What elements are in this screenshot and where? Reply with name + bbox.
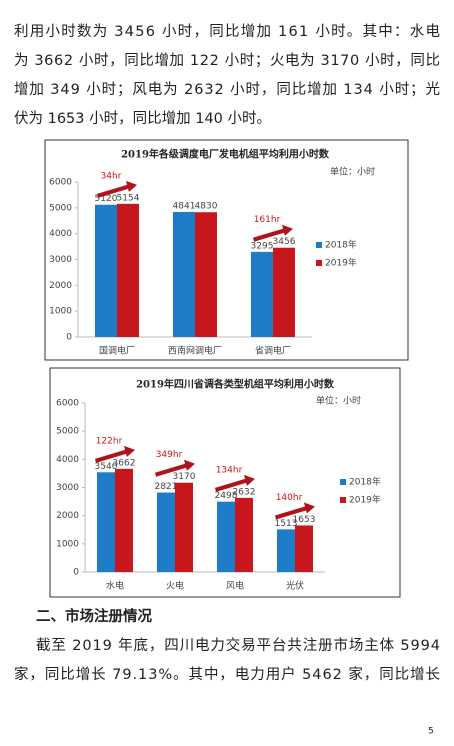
legend-swatch (340, 479, 346, 485)
y-tick-label: 4000 (49, 229, 72, 239)
x-tick-label: 光伏 (286, 580, 304, 592)
bar (117, 203, 139, 337)
y-tick-label: 2000 (49, 281, 72, 291)
legend-swatch (316, 260, 322, 266)
y-tick-label: 0 (66, 333, 72, 343)
section-heading: 二、市场注册情况 (36, 607, 152, 625)
text-line: 为 3662 小时，同比增加 122 小时；火电为 3170 小时，同比 (14, 52, 440, 69)
annotation: 140hr (276, 493, 303, 503)
chart-title: 2019年各级调度电厂发电机组平均利用小时数 (121, 148, 330, 161)
y-tick-label: 1000 (49, 307, 72, 317)
x-tick-label: 风电 (226, 580, 244, 592)
bar (295, 525, 313, 572)
legend-label: 2019年 (349, 494, 381, 506)
bar (217, 501, 235, 572)
value-label: 1513 (275, 519, 298, 529)
bar (251, 251, 273, 337)
text-line: 利用小时数为 3456 小时，同比增加 161 小时。其中：水电 (14, 23, 440, 40)
legend-label: 2019年 (325, 257, 357, 269)
x-tick-label: 水电 (106, 580, 124, 592)
value-label: 3456 (273, 237, 296, 247)
unit-label: 单位：小时 (330, 166, 375, 178)
y-tick-label: 0 (73, 568, 79, 578)
text-line: 家，同比增长 79.13%。其中，电力用户 5462 家，同比增长 (14, 666, 441, 683)
y-tick-label: 5000 (56, 427, 79, 437)
bar (277, 529, 295, 572)
value-label: 5120 (95, 194, 118, 204)
legend-swatch (316, 242, 322, 248)
value-label: 3295 (251, 241, 274, 251)
trend-arrow (253, 224, 293, 242)
bar (195, 212, 217, 337)
y-tick-label: 6000 (49, 178, 72, 188)
unit-label: 单位：小时 (316, 395, 361, 407)
trend-arrow (97, 180, 137, 198)
y-tick-label: 3000 (56, 483, 79, 493)
y-tick-label: 3000 (49, 255, 72, 265)
trend-arrow (95, 445, 135, 463)
y-tick-label: 1000 (56, 539, 79, 549)
bar (95, 204, 117, 337)
x-tick-label: 火电 (166, 580, 184, 592)
value-label: 2821 (155, 482, 178, 492)
page-number: 5 (428, 727, 434, 737)
bar (157, 492, 175, 572)
annotation: 122hr (96, 436, 123, 446)
bar (173, 211, 195, 337)
chart-title: 2019年四川省调各类型机组平均利用小时数 (136, 378, 335, 391)
bar (115, 468, 133, 572)
legend-swatch (340, 497, 346, 503)
bar (97, 472, 115, 572)
bar (235, 497, 253, 572)
text-line: 增加 349 小时；风电为 2632 小时，同比增加 134 小时；光 (14, 81, 440, 98)
annotation: 349hr (156, 450, 183, 460)
value-label: 5154 (117, 193, 140, 203)
annotation: 161hr (254, 215, 281, 225)
annotation: 134hr (216, 465, 243, 475)
y-tick-label: 4000 (56, 455, 79, 465)
value-label: 4841 (173, 201, 196, 211)
bar (273, 247, 295, 337)
legend-label: 2018年 (349, 476, 381, 488)
y-tick-label: 5000 (49, 203, 72, 213)
legend-label: 2018年 (325, 239, 357, 251)
annotation: 34hr (101, 171, 122, 181)
value-label: 1653 (293, 515, 316, 525)
value-label: 3170 (173, 472, 196, 482)
trend-arrow (215, 474, 255, 492)
x-tick-label: 国调电厂 (99, 345, 135, 357)
trend-arrow (275, 502, 315, 520)
value-label: 4830 (195, 202, 218, 212)
text-line: 伏为 1653 小时，同比增加 140 小时。 (14, 110, 271, 127)
y-tick-label: 2000 (56, 511, 79, 521)
bar (175, 482, 193, 572)
x-tick-label: 省调电厂 (255, 345, 291, 357)
value-label: 2498 (215, 491, 238, 501)
y-tick-label: 6000 (56, 399, 79, 409)
value-label: 2632 (233, 487, 256, 497)
value-label: 3662 (113, 458, 136, 468)
trend-arrow (155, 459, 195, 477)
value-label: 3540 (95, 462, 118, 472)
x-tick-label: 西南网调电厂 (168, 345, 222, 357)
text-line: 截至 2019 年底，四川电力交易平台共注册市场主体 5994 (36, 636, 440, 654)
